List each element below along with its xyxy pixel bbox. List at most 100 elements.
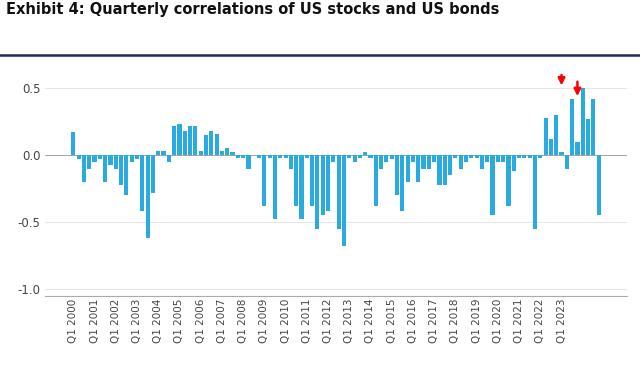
Bar xyxy=(485,155,490,162)
Bar xyxy=(273,155,277,219)
Bar xyxy=(554,115,558,155)
Bar xyxy=(284,155,287,158)
Bar xyxy=(198,151,203,155)
Bar xyxy=(411,155,415,162)
Bar xyxy=(98,155,102,159)
Bar xyxy=(379,155,383,169)
Bar xyxy=(225,149,229,155)
Bar xyxy=(453,155,458,158)
Bar xyxy=(294,155,298,206)
Bar xyxy=(586,119,590,155)
Bar xyxy=(172,126,176,155)
Bar xyxy=(337,155,340,229)
Bar xyxy=(347,155,351,158)
Bar xyxy=(390,155,394,159)
Bar xyxy=(326,155,330,211)
Bar xyxy=(209,131,213,155)
Bar xyxy=(543,118,548,155)
Bar xyxy=(124,155,129,195)
Bar xyxy=(570,99,574,155)
Bar xyxy=(300,155,303,219)
Bar xyxy=(82,155,86,182)
Bar xyxy=(512,155,516,171)
Bar xyxy=(230,152,235,155)
Bar xyxy=(522,155,527,158)
Bar xyxy=(443,155,447,185)
Bar xyxy=(119,155,123,185)
Bar xyxy=(305,155,309,158)
Bar xyxy=(549,139,553,155)
Bar xyxy=(416,155,420,182)
Bar xyxy=(135,155,139,159)
Bar xyxy=(459,155,463,169)
Bar xyxy=(188,126,192,155)
Bar xyxy=(177,124,182,155)
Bar xyxy=(77,155,81,159)
Bar xyxy=(167,155,171,162)
Bar xyxy=(490,155,495,215)
Bar xyxy=(262,155,266,206)
Bar xyxy=(580,88,585,155)
Bar xyxy=(316,155,319,229)
Bar xyxy=(193,126,198,155)
Bar xyxy=(437,155,442,185)
Bar xyxy=(182,131,187,155)
Bar xyxy=(257,155,261,158)
Bar xyxy=(342,155,346,246)
Bar xyxy=(71,132,76,155)
Bar xyxy=(310,155,314,206)
Bar xyxy=(506,155,511,206)
Bar xyxy=(369,155,372,158)
Bar xyxy=(395,155,399,195)
Bar xyxy=(108,155,113,164)
Bar xyxy=(501,155,505,162)
Bar xyxy=(474,155,479,158)
Bar xyxy=(480,155,484,169)
Bar xyxy=(591,99,595,155)
Bar xyxy=(533,155,537,229)
Bar xyxy=(93,155,97,162)
Bar xyxy=(145,155,150,238)
Bar xyxy=(517,155,521,158)
Bar xyxy=(241,155,245,158)
Bar xyxy=(400,155,404,211)
Bar xyxy=(130,155,134,162)
Bar xyxy=(161,151,166,155)
Bar xyxy=(374,155,378,206)
Bar xyxy=(469,155,474,158)
Bar xyxy=(448,155,452,175)
Bar xyxy=(246,155,250,169)
Bar xyxy=(427,155,431,169)
Bar xyxy=(278,155,282,158)
Bar xyxy=(156,151,160,155)
Bar xyxy=(220,151,224,155)
Bar xyxy=(575,142,579,155)
Bar xyxy=(321,155,325,215)
Bar xyxy=(236,155,240,158)
Bar xyxy=(385,155,388,162)
Bar xyxy=(204,135,208,155)
Bar xyxy=(103,155,108,182)
Text: Exhibit 4: Quarterly correlations of US stocks and US bonds: Exhibit 4: Quarterly correlations of US … xyxy=(6,2,500,17)
Bar xyxy=(332,155,335,162)
Bar xyxy=(422,155,426,169)
Bar xyxy=(114,155,118,169)
Bar xyxy=(87,155,92,169)
Bar xyxy=(363,152,367,155)
Bar xyxy=(527,155,532,158)
Bar xyxy=(358,155,362,158)
Bar xyxy=(353,155,356,162)
Bar xyxy=(140,155,145,211)
Bar xyxy=(464,155,468,162)
Bar xyxy=(596,155,601,215)
Bar xyxy=(406,155,410,182)
Bar xyxy=(214,134,219,155)
Bar xyxy=(268,155,272,158)
Bar xyxy=(564,155,569,169)
Bar xyxy=(538,155,542,158)
Bar xyxy=(432,155,436,162)
Bar xyxy=(559,152,564,155)
Bar xyxy=(151,155,155,193)
Bar xyxy=(496,155,500,162)
Bar xyxy=(289,155,293,169)
